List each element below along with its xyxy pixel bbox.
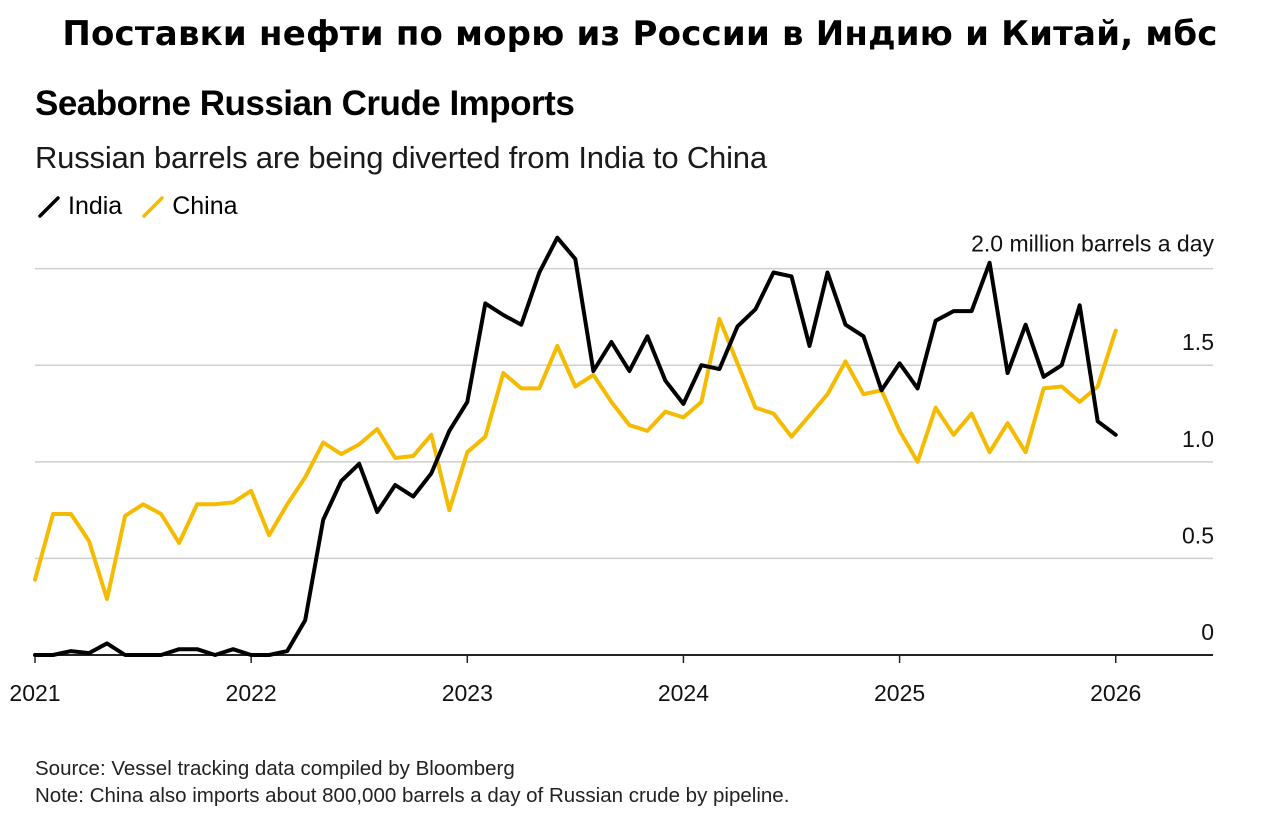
x-tick-label: 2024 bbox=[658, 680, 709, 706]
legend-item-china: China bbox=[140, 192, 238, 221]
x-tick-label: 2023 bbox=[442, 680, 493, 706]
page-title: Поставки нефти по морю из России в Индию… bbox=[62, 14, 1218, 54]
chart-title: Seaborne Russian Crude Imports bbox=[35, 84, 575, 123]
legend: India China bbox=[36, 192, 256, 221]
x-tick-label: 2026 bbox=[1090, 680, 1141, 706]
x-tick-label: 2021 bbox=[9, 680, 60, 706]
series-lines bbox=[33, 235, 1118, 657]
legend-label-india: India bbox=[68, 192, 123, 220]
y-tick-label: 0 bbox=[1201, 619, 1214, 645]
x-tick-label: 2025 bbox=[874, 680, 925, 706]
y-tick-label: 1.0 bbox=[1182, 426, 1214, 452]
y-tick-label: 0.5 bbox=[1182, 522, 1214, 548]
chart-subtitle: Russian barrels are being diverted from … bbox=[35, 140, 767, 175]
legend-label-china: China bbox=[172, 192, 238, 220]
india-line-swatch-icon bbox=[38, 195, 60, 218]
series-line-china bbox=[33, 316, 1118, 601]
x-tick-label: 2022 bbox=[226, 680, 277, 706]
source-note: Source: Vessel tracking data compiled by… bbox=[35, 757, 515, 780]
x-axis bbox=[34, 654, 1213, 663]
axis-labels: 0 0.5 1.0 1.5 2.0 million barrels a day 2021 2… bbox=[9, 231, 1214, 706]
series-line-india bbox=[33, 235, 1118, 657]
legend-item-india: India bbox=[36, 192, 122, 221]
unit-label: 2.0 million barrels a day bbox=[971, 231, 1214, 257]
china-line-swatch-icon bbox=[142, 195, 164, 218]
pipeline-note: Note: China also imports about 800,000 b… bbox=[35, 784, 790, 807]
y-tick-label: 1.5 bbox=[1182, 329, 1214, 355]
